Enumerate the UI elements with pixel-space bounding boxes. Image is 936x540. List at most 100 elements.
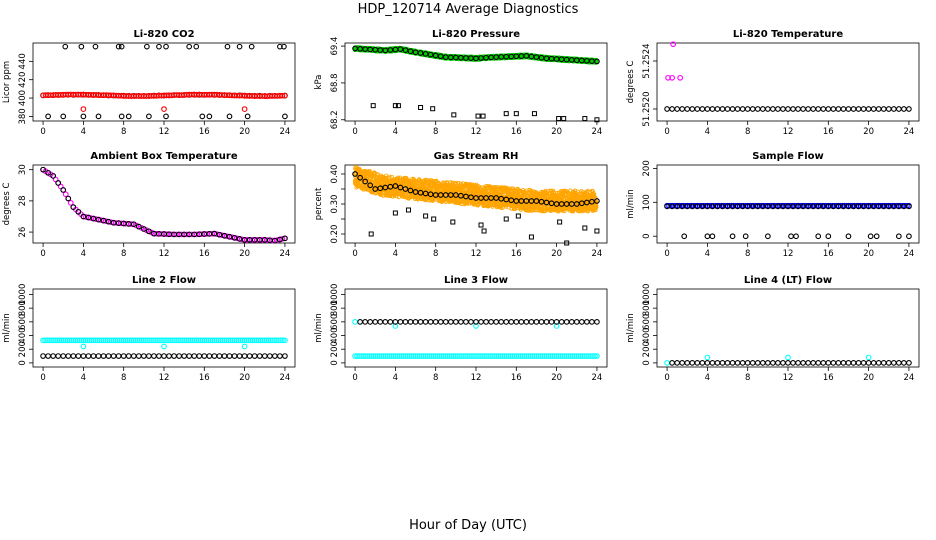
data-point [895, 233, 902, 240]
data-point [840, 106, 847, 112]
data-point [555, 208, 560, 213]
data-point [211, 230, 218, 237]
data-point [85, 214, 92, 221]
x-tick-label: 12 [159, 249, 170, 259]
x-tick-label: 24 [904, 249, 915, 259]
data-point [80, 213, 87, 220]
y-axis-label: ml/min [626, 189, 636, 219]
data-point [221, 232, 228, 239]
data-point [885, 106, 892, 112]
x-tick-label: 16 [511, 127, 522, 137]
data-point [98, 217, 104, 223]
data-point [271, 237, 278, 244]
x-tick-label: 4 [393, 249, 398, 259]
series-pink [665, 41, 684, 81]
data-point [729, 106, 736, 112]
y-tick-label: 0 [642, 234, 652, 239]
data-point [432, 52, 439, 59]
x-tick-label: 20 [239, 127, 250, 137]
x-tick-label: 24 [280, 373, 291, 383]
x-tick-label: 24 [592, 127, 603, 137]
y-tick-label: 440 [18, 53, 28, 69]
x-tick-label: 12 [159, 373, 170, 383]
data-point [451, 112, 457, 118]
y-tick-label: 0.20 [330, 225, 340, 244]
data-point [867, 233, 874, 240]
x-tick-label: 20 [239, 373, 250, 383]
data-point [582, 116, 588, 122]
x-tick-label: 0 [352, 127, 357, 137]
data-point [392, 103, 398, 109]
data-point [734, 106, 741, 112]
data-point [92, 43, 99, 50]
data-point [788, 233, 794, 240]
data-point [407, 48, 414, 55]
data-point [664, 106, 670, 112]
data-point [895, 106, 902, 112]
y-tick-label: 28 [18, 195, 28, 206]
data-point [551, 188, 556, 193]
data-point [528, 234, 534, 240]
series-low [368, 207, 600, 246]
x-tick-label: 12 [471, 249, 482, 259]
data-point [594, 228, 600, 234]
y-tick-label: 200 [18, 341, 28, 357]
data-point [870, 106, 877, 112]
data-point [93, 216, 99, 222]
data-point [40, 166, 46, 173]
data-point [193, 43, 200, 50]
data-point [875, 106, 882, 112]
data-point [118, 43, 125, 50]
x-tick-label: 24 [280, 249, 291, 259]
data-point [415, 196, 420, 201]
series-ch2 [40, 91, 288, 100]
data-point [906, 203, 912, 210]
y-tick-label: 0 [18, 360, 28, 365]
data-point [277, 43, 283, 50]
plot-frame [656, 42, 920, 122]
x-tick-label: 16 [823, 249, 834, 259]
data-point [437, 53, 444, 60]
data-point [709, 106, 716, 112]
data-point [825, 106, 832, 112]
data-point [88, 215, 94, 221]
data-point [820, 106, 827, 112]
data-point [906, 233, 912, 240]
data-point [714, 106, 721, 112]
data-point [60, 187, 67, 193]
data-point [790, 106, 796, 112]
data-point [405, 207, 411, 213]
x-tick-label: 20 [239, 249, 250, 259]
data-point [561, 116, 567, 122]
data-point [277, 236, 283, 243]
data-point [850, 106, 857, 112]
x-tick-label: 12 [783, 249, 794, 259]
data-point [901, 106, 907, 112]
data-point [503, 111, 509, 117]
y-tick-label: 800 [18, 300, 28, 316]
data-point [115, 43, 122, 50]
data-point [759, 106, 766, 112]
data-point [515, 213, 521, 219]
data-point [140, 226, 147, 232]
data-point [395, 103, 401, 109]
y-tick-label: 51.2520 [642, 91, 652, 126]
y-tick-label: 100 [642, 194, 652, 210]
series-base [664, 106, 912, 112]
data-point [594, 117, 600, 123]
data-point [352, 171, 358, 177]
data-point [397, 46, 404, 52]
data-point [156, 43, 162, 50]
data-point [62, 191, 69, 198]
x-tick-label: 4 [393, 127, 398, 137]
data-point [684, 106, 691, 112]
data-point [248, 43, 255, 50]
series-zeros [681, 233, 912, 240]
x-tick-label: 12 [471, 127, 482, 137]
data-point [531, 111, 537, 117]
data-point [564, 240, 570, 246]
data-point [70, 204, 77, 210]
x-tick-label: 0 [40, 249, 45, 259]
